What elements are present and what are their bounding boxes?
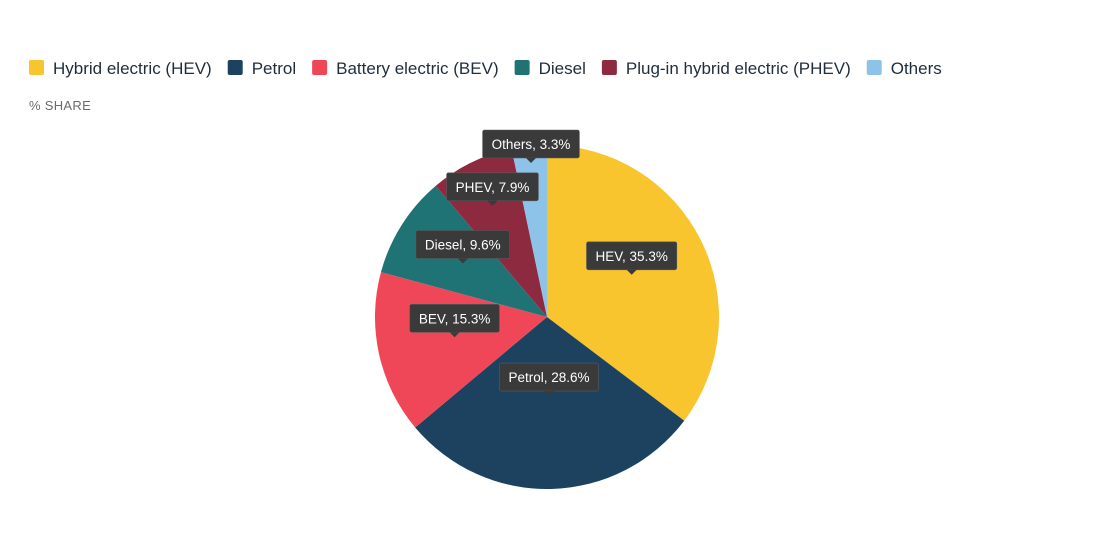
legend-swatch xyxy=(29,60,44,75)
legend: Hybrid electric (HEV) Petrol Battery elect… xyxy=(29,59,942,78)
data-label-phev: PHEV, 7.9% xyxy=(446,172,539,206)
data-label-bev: BEV, 15.3% xyxy=(409,303,500,338)
legend-label: Battery electric (BEV) xyxy=(336,59,499,78)
data-label-pointer xyxy=(449,332,460,338)
legend-label: Plug-in hybrid electric (PHEV) xyxy=(626,59,851,78)
legend-swatch xyxy=(601,60,617,75)
data-label-petrol: Petrol, 28.6% xyxy=(499,362,599,397)
data-label-pointer xyxy=(626,269,637,275)
slice-hev[interactable] xyxy=(547,145,719,421)
data-label-others: Others, 3.3% xyxy=(482,129,580,163)
legend-item-diesel[interactable]: Diesel xyxy=(514,59,586,78)
data-label-pointer xyxy=(526,158,536,163)
legend-item-petrol[interactable]: Petrol xyxy=(227,59,296,78)
legend-label: Diesel xyxy=(539,59,586,78)
legend-item-phev[interactable]: Plug-in hybrid electric (PHEV) xyxy=(601,59,851,78)
legend-swatch xyxy=(866,60,882,75)
legend-item-bev[interactable]: Battery electric (BEV) xyxy=(312,59,499,78)
data-label-pointer xyxy=(544,391,554,397)
data-label-pointer xyxy=(457,258,468,264)
data-label-diesel: Diesel, 9.6% xyxy=(415,230,510,264)
data-label-text: Diesel, 9.6% xyxy=(425,238,501,253)
data-label-hev: HEV, 35.3% xyxy=(586,241,678,275)
legend-swatch xyxy=(514,60,530,75)
legend-label: Petrol xyxy=(252,59,296,78)
slice-petrol[interactable] xyxy=(415,317,685,490)
data-label-text: Petrol, 28.6% xyxy=(508,370,589,385)
legend-swatch xyxy=(227,60,243,75)
data-label-text: BEV, 15.3% xyxy=(419,311,491,326)
legend-label: Others xyxy=(891,59,942,78)
data-label-text: HEV, 35.3% xyxy=(596,249,668,264)
data-labels: HEV, 35.3% Petrol, 28.6% BEV, 15.3% Diesel,… xyxy=(409,129,678,397)
legend-item-others[interactable]: Others xyxy=(866,59,942,78)
chart-subtitle: % SHARE xyxy=(29,98,91,113)
data-label-text: PHEV, 7.9% xyxy=(456,180,530,195)
legend-item-hev[interactable]: Hybrid electric (HEV) xyxy=(29,59,212,78)
legend-swatch xyxy=(312,60,328,75)
legend-label: Hybrid electric (HEV) xyxy=(53,59,212,78)
data-label-text: Others, 3.3% xyxy=(492,137,571,152)
data-label-pointer xyxy=(487,200,498,206)
